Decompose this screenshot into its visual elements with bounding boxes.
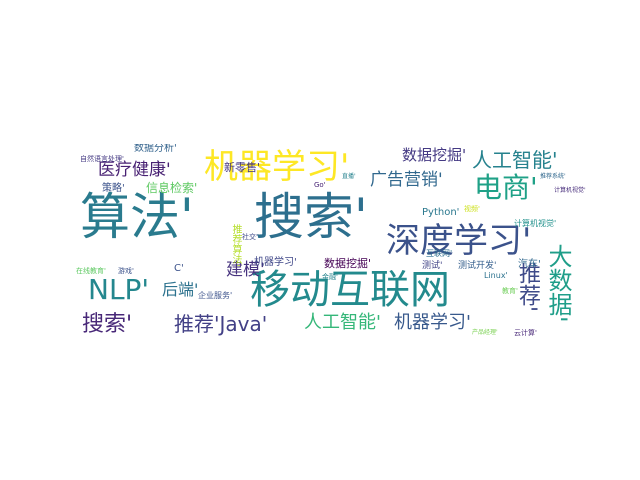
word-shipin: 视频' bbox=[464, 205, 480, 213]
word-ceshi-kaifa: 测试开发' bbox=[458, 261, 497, 271]
word-c: C' bbox=[174, 263, 184, 274]
word-zaixian-jiaoyu: 在线教育' bbox=[76, 267, 106, 275]
word-yunjisuan: 云计算' bbox=[514, 329, 537, 337]
word-shuju-fenxi: 数据分析' bbox=[134, 144, 177, 154]
word-jisuanji-shijue: 计算机视觉' bbox=[514, 219, 557, 228]
word-qiye-fuwu: 企业服务' bbox=[198, 291, 233, 300]
word-tuijian-xitong: 推荐系统' bbox=[540, 173, 566, 180]
word-linux: Linux' bbox=[484, 271, 508, 280]
word-go: Go' bbox=[314, 181, 326, 189]
word-xinxi-jiansuo: 信息检索' bbox=[146, 181, 198, 195]
word-suanfa: 算法' bbox=[80, 188, 194, 246]
word-jiaoyu: 教育' bbox=[502, 287, 518, 295]
word-shejiao: 社交' bbox=[242, 233, 258, 241]
word-rengong-zhineng-green: 人工智能' bbox=[304, 312, 381, 333]
word-hulianwang-small: 互联网' bbox=[426, 249, 453, 258]
word-nlp: NLP' bbox=[88, 273, 150, 306]
word-dashuju: 大数据' bbox=[544, 244, 572, 323]
word-yidong-hulianwang: 移动互联网 bbox=[250, 267, 450, 313]
word-rengong-zhineng: 人工智能' bbox=[472, 148, 558, 172]
word-chanpin-jingli: 产品经理' bbox=[472, 329, 498, 336]
word-ziran-yuyan-chuli: 自然语言处理' bbox=[80, 155, 124, 163]
word-tuijian-vertical: 推荐' bbox=[515, 262, 540, 313]
word-jiqi-xuexi-small: 机器学习' bbox=[254, 257, 297, 268]
word-jiqi-xuexi-blue: 机器学习' bbox=[394, 312, 471, 333]
word-shendu-xuexi: 深度学习' bbox=[386, 221, 532, 261]
word-qiche: 汽车' bbox=[518, 259, 541, 270]
word-tuijian-suanfa: 推荐算法' bbox=[230, 224, 241, 267]
word-guanggao-yingxiao: 广告营销' bbox=[370, 170, 443, 190]
word-ceshi: 测试' bbox=[422, 261, 443, 271]
word-houduan: 后端' bbox=[162, 280, 199, 299]
word-celue: 策略' bbox=[102, 183, 125, 194]
word-jianmo: 建模' bbox=[226, 260, 265, 280]
word-jinrong: 金融' bbox=[322, 273, 338, 281]
word-zhibo: 直播' bbox=[342, 173, 356, 180]
word-jisuanji-shijue-small: 计算机视觉' bbox=[554, 187, 586, 194]
word-youxi: 游戏' bbox=[118, 267, 134, 275]
word-tuijian-java: 推荐'Java' bbox=[174, 312, 268, 336]
word-sousuo-small: 搜索' bbox=[82, 312, 133, 337]
word-yiliao-jiankang: 医疗健康' bbox=[98, 160, 171, 180]
word-shuju-wajue: 数据挖掘' bbox=[402, 146, 467, 164]
word-python: Python' bbox=[422, 207, 460, 218]
word-xin-lingshou: 新零售' bbox=[224, 161, 261, 174]
word-cloud: 算法' 搜索' 移动互联网 深度学习' 机器学习' 电商' 人工智能' NLP'… bbox=[74, 144, 588, 340]
word-sousuo: 搜索' bbox=[254, 188, 368, 246]
word-jiqi-xuexi-large: 机器学习' bbox=[204, 147, 350, 187]
word-dianshang: 电商' bbox=[474, 171, 538, 204]
word-shuju-wajue-small: 数据挖掘' bbox=[324, 257, 372, 270]
